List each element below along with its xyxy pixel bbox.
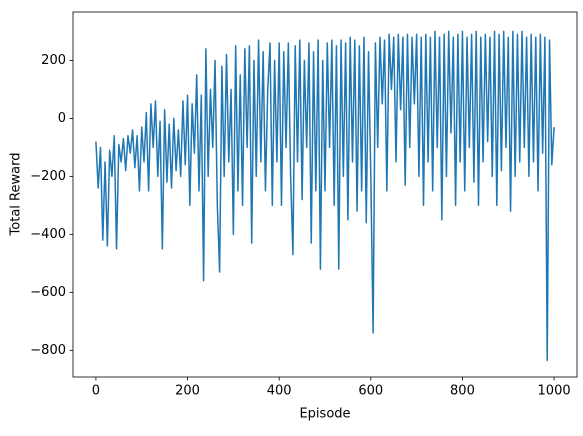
y-axis-label: Total Reward	[9, 153, 24, 237]
x-tick-label: 200	[175, 384, 200, 399]
y-tick-label: 0	[58, 111, 66, 126]
y-tick-label: −800	[30, 343, 66, 358]
x-axis-label: Episode	[299, 407, 350, 422]
x-tick-label: 800	[450, 384, 475, 399]
x-tick-label: 600	[358, 384, 383, 399]
plot-frame	[72, 11, 578, 378]
x-tick-label: 1000	[538, 384, 571, 399]
y-tick-label: −400	[30, 227, 66, 242]
x-tick-label: 400	[267, 384, 292, 399]
y-tick-label: 200	[41, 53, 66, 68]
y-tick-label: −200	[30, 169, 66, 184]
x-tick-label: 0	[92, 384, 100, 399]
y-tick-label: −600	[30, 285, 66, 300]
reward-line	[95, 30, 555, 362]
